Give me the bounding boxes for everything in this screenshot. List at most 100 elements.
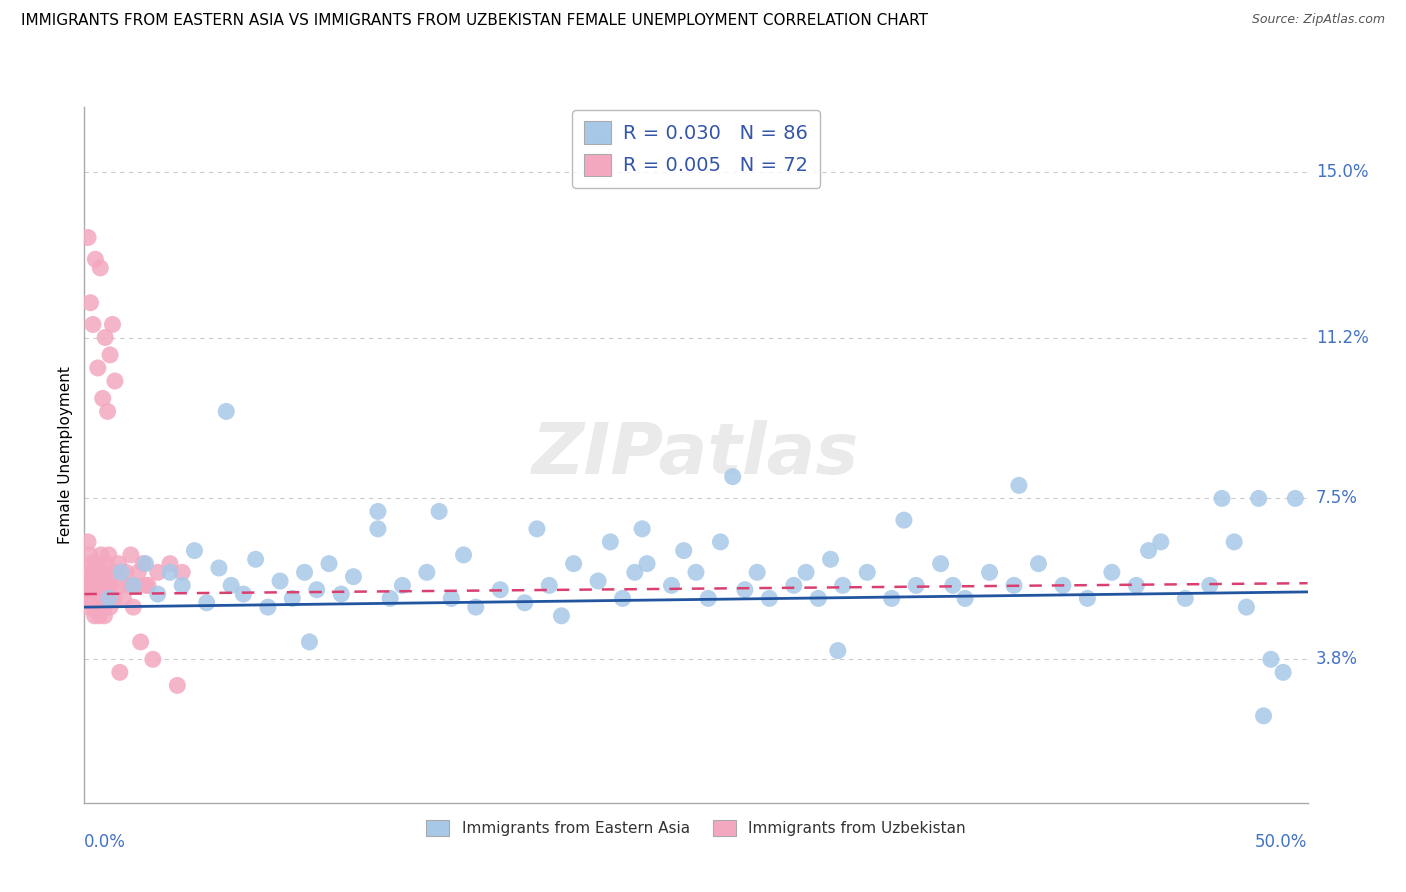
Point [110, 578, 132, 592]
Point [136, 578, 159, 592]
Point [464, 600, 486, 615]
Point [87, 566, 110, 580]
Text: IMMIGRANTS FROM EASTERN ASIA VS IMMIGRANTS FROM UZBEKISTAN FEMALE UNEMPLOYMENT C: IMMIGRANTS FROM EASTERN ASIA VS IMMIGRAN… [21, 13, 928, 29]
Point [91, 578, 114, 592]
Point [318, 557, 340, 571]
Point [108, 665, 131, 680]
Point [117, 578, 139, 592]
Point [94, 330, 117, 344]
Point [142, 652, 165, 666]
Point [172, 566, 194, 580]
Point [84, 252, 107, 267]
Point [135, 578, 157, 592]
Point [159, 557, 181, 571]
Point [98, 600, 121, 615]
Point [979, 566, 1001, 580]
Point [661, 578, 683, 592]
Point [831, 578, 853, 592]
Point [298, 635, 321, 649]
Point [599, 534, 621, 549]
Point [367, 504, 389, 518]
Point [380, 591, 402, 606]
Point [96, 578, 118, 592]
Legend: Immigrants from Eastern Asia, Immigrants from Uzbekistan: Immigrants from Eastern Asia, Immigrants… [419, 813, 973, 844]
Point [232, 587, 254, 601]
Point [416, 566, 439, 580]
Point [94, 578, 117, 592]
Point [183, 543, 205, 558]
Point [734, 582, 756, 597]
Point [208, 561, 231, 575]
Point [84, 591, 107, 606]
Y-axis label: Female Unemployment: Female Unemployment [58, 366, 73, 544]
Text: 15.0%: 15.0% [1316, 163, 1368, 181]
Point [269, 574, 291, 588]
Point [709, 534, 731, 549]
Point [83, 608, 105, 623]
Point [489, 582, 512, 597]
Point [125, 578, 148, 592]
Text: Source: ZipAtlas.com: Source: ZipAtlas.com [1251, 13, 1385, 27]
Point [79, 295, 101, 310]
Point [97, 591, 120, 606]
Point [1028, 557, 1050, 571]
Point [132, 557, 155, 571]
Text: 3.8%: 3.8% [1316, 650, 1358, 668]
Point [79, 566, 101, 580]
Point [330, 587, 353, 601]
Point [89, 566, 111, 580]
Point [820, 552, 842, 566]
Point [1260, 652, 1282, 666]
Point [513, 596, 536, 610]
Point [783, 578, 806, 592]
Point [893, 513, 915, 527]
Point [538, 578, 561, 592]
Point [110, 566, 132, 580]
Point [97, 404, 120, 418]
Text: 11.2%: 11.2% [1316, 328, 1368, 346]
Point [97, 591, 120, 606]
Point [794, 566, 817, 580]
Point [1137, 543, 1160, 558]
Point [367, 522, 389, 536]
Point [305, 582, 328, 597]
Point [526, 522, 548, 536]
Point [91, 392, 114, 406]
Point [86, 578, 108, 592]
Text: ZIPatlas: ZIPatlas [533, 420, 859, 490]
Point [586, 574, 609, 588]
Point [1052, 578, 1074, 592]
Point [82, 591, 104, 606]
Point [107, 557, 129, 571]
Point [77, 578, 100, 592]
Point [1236, 600, 1258, 615]
Point [122, 578, 145, 592]
Point [89, 578, 111, 592]
Point [685, 566, 707, 580]
Point [82, 578, 104, 592]
Point [77, 230, 100, 244]
Point [807, 591, 830, 606]
Point [103, 591, 125, 606]
Point [215, 404, 238, 418]
Point [427, 504, 450, 518]
Point [636, 557, 658, 571]
Point [672, 543, 695, 558]
Point [83, 566, 105, 580]
Point [83, 600, 105, 615]
Point [159, 566, 181, 580]
Point [96, 557, 118, 571]
Text: 7.5%: 7.5% [1316, 490, 1358, 508]
Point [562, 557, 585, 571]
Point [76, 591, 98, 606]
Point [827, 643, 849, 657]
Point [1174, 591, 1197, 606]
Point [120, 548, 142, 562]
Point [172, 578, 194, 592]
Point [631, 522, 654, 536]
Point [97, 548, 120, 562]
Point [127, 566, 149, 580]
Point [166, 678, 188, 692]
Point [281, 591, 304, 606]
Point [1284, 491, 1306, 506]
